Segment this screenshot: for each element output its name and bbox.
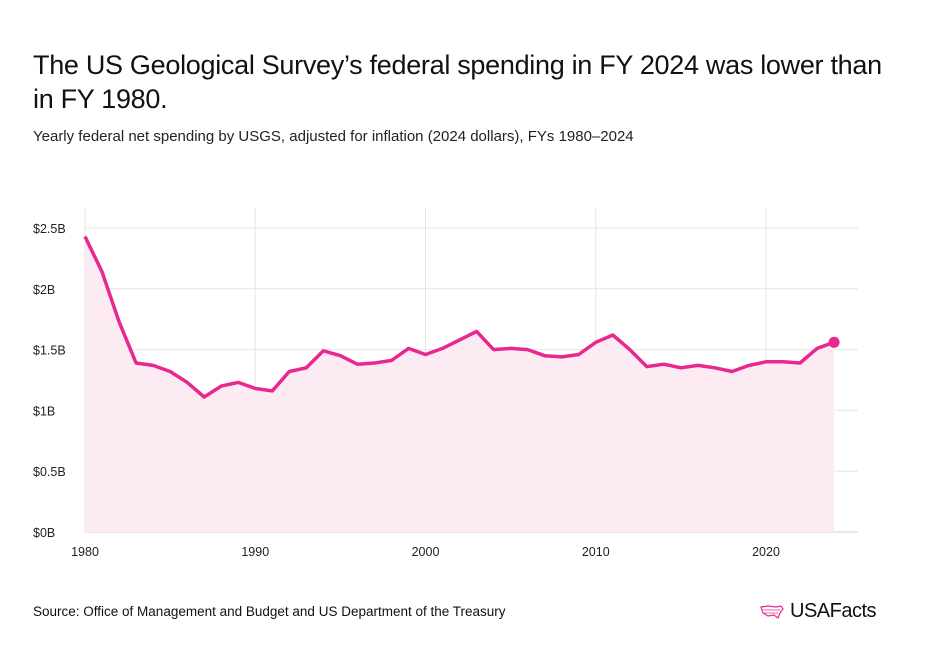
x-tick-label: 2010 bbox=[582, 545, 610, 559]
x-tick-label: 1980 bbox=[71, 545, 99, 559]
y-tick-label: $1B bbox=[33, 404, 55, 418]
x-tick-label: 2020 bbox=[752, 545, 780, 559]
usafacts-logo: USAFacts bbox=[760, 600, 877, 623]
y-tick-label: $0B bbox=[33, 526, 55, 540]
chart-title: The US Geological Survey’s federal spend… bbox=[33, 50, 882, 114]
x-tick-label: 1990 bbox=[241, 545, 269, 559]
x-tick-label: 2000 bbox=[412, 545, 440, 559]
chart-subtitle: Yearly federal net spending by USGS, adj… bbox=[33, 128, 634, 145]
y-tick-label: $2.5B bbox=[33, 222, 66, 236]
source-note: Source: Office of Management and Budget … bbox=[33, 604, 506, 619]
last-point-marker bbox=[828, 336, 840, 348]
logo-text: USAFacts bbox=[790, 600, 877, 622]
area-fill bbox=[85, 236, 835, 532]
y-tick-label: $0.5B bbox=[33, 465, 66, 479]
y-tick-label: $1.5B bbox=[33, 344, 66, 358]
us-map-icon bbox=[760, 604, 784, 619]
y-tick-label: $2B bbox=[33, 283, 55, 297]
series-line bbox=[83, 235, 835, 399]
